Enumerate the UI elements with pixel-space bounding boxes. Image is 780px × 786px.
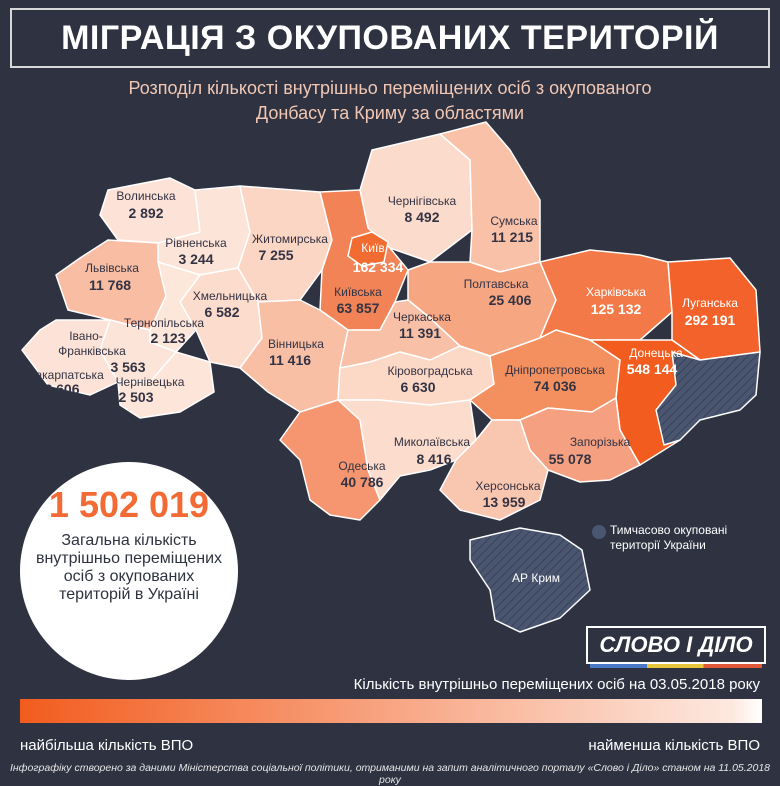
page-title: МІГРАЦІЯ З ОКУПОВАНИХ ТЕРИТОРІЙ bbox=[10, 8, 770, 68]
label-volynska: Волинська bbox=[116, 189, 176, 203]
region-kyiv[interactable] bbox=[347, 231, 389, 267]
subtitle-line-2: Донбасу та Криму за областями bbox=[255, 103, 525, 123]
occupied-donbas bbox=[655, 351, 761, 446]
label-zakarpatska: Закарпатська bbox=[28, 368, 104, 382]
label-ivano-frankivska-2: Франківська bbox=[58, 344, 126, 358]
value-vinnytska: 11 416 bbox=[269, 352, 311, 368]
label-luhanska: Луганська bbox=[682, 296, 738, 310]
value-kharkivska: 125 132 bbox=[591, 301, 642, 317]
value-odeska: 40 786 bbox=[341, 474, 384, 490]
value-sumska: 11 215 bbox=[491, 229, 533, 245]
value-zaporizka: 55 078 bbox=[549, 451, 592, 467]
occupied-legend-label: Тимчасово окуповані території України bbox=[610, 523, 728, 552]
value-lvivska: 11 768 bbox=[89, 277, 131, 293]
value-ternopilska: 2 123 bbox=[150, 330, 185, 346]
label-zaporizka: Запорізька bbox=[570, 435, 631, 449]
label-zhytomyrska: Житомирська bbox=[252, 232, 328, 246]
value-chernihivska: 8 492 bbox=[404, 209, 439, 225]
footer-note: Інфографіку створено за даними Міністерс… bbox=[9, 762, 771, 786]
color-scale-bar bbox=[20, 699, 762, 723]
value-dnipropetrovska: 74 036 bbox=[534, 378, 577, 394]
value-donetska: 548 144 bbox=[627, 361, 678, 377]
region-zakarpatska[interactable] bbox=[21, 319, 119, 396]
occupied-legend-icon bbox=[592, 525, 606, 539]
label-kharkivska: Харківська bbox=[586, 285, 646, 299]
value-khmelnytska: 6 582 bbox=[204, 304, 239, 320]
brand-logo: СЛОВО І ДІЛО bbox=[586, 626, 766, 664]
value-chernivetska: 2 503 bbox=[118, 389, 153, 405]
scale-min-label: найменша кількість ВПО bbox=[588, 737, 760, 754]
label-kyiv: Київ bbox=[361, 241, 384, 255]
value-kyiv: 162 334 bbox=[353, 259, 404, 275]
label-khmelnytska: Хмельницька bbox=[193, 289, 268, 303]
brand-color-bar bbox=[590, 664, 762, 668]
region-crimea[interactable] bbox=[469, 527, 591, 633]
value-kyivska: 63 857 bbox=[337, 300, 380, 316]
label-ivano-frankivska-1: Івано- bbox=[69, 329, 103, 343]
region-khersonska[interactable] bbox=[439, 419, 549, 521]
value-khersonska: 13 959 bbox=[483, 494, 526, 510]
label-rivnenska: Рівненська bbox=[165, 236, 227, 250]
value-ivano-frankivska: 3 563 bbox=[110, 359, 145, 375]
value-zhytomyrska: 7 255 bbox=[258, 247, 293, 263]
region-chernivetska[interactable] bbox=[117, 351, 215, 419]
value-volynska: 2 892 bbox=[128, 205, 163, 221]
region-mykolaivska[interactable] bbox=[337, 399, 477, 501]
label-cherkaska: Черкаська bbox=[393, 310, 451, 324]
value-cherkaska: 11 391 bbox=[399, 325, 441, 341]
total-description: Загальна кількість внутрішньо переміщени… bbox=[35, 532, 223, 603]
label-odeska: Одеська bbox=[338, 459, 386, 473]
subtitle: Розподіл кількості внутрішньо переміщени… bbox=[60, 76, 720, 126]
label-mykolaivska: Миколаївська bbox=[394, 435, 471, 449]
label-chernihivska: Чернігівська bbox=[388, 194, 457, 208]
value-mykolaivska: 8 416 bbox=[416, 451, 451, 467]
label-ternopilska: Тернопільська bbox=[124, 316, 204, 330]
value-kirovohradska: 6 630 bbox=[400, 379, 435, 395]
label-poltavska: Полтавська bbox=[464, 277, 529, 291]
value-luhanska: 292 191 bbox=[685, 312, 736, 328]
total-value: 1 502 019 bbox=[48, 484, 210, 525]
value-rivnenska: 3 244 bbox=[178, 251, 213, 267]
label-vinnytska: Вінницька bbox=[268, 337, 324, 351]
scale-title: Кількість внутрішньо переміщених осіб на… bbox=[353, 676, 760, 693]
scale-max-label: найбільша кількість ВПО bbox=[20, 737, 194, 754]
subtitle-line-1: Розподіл кількості внутрішньо переміщени… bbox=[128, 78, 652, 98]
region-labels: Волинська 2 892 Рівненська 3 244 Житомир… bbox=[28, 189, 738, 585]
label-crimea: АР Крим bbox=[512, 571, 560, 585]
value-zakarpatska: 3 606 bbox=[44, 381, 79, 397]
value-poltavska: 25 406 bbox=[489, 292, 532, 308]
label-lvivska: Львівська bbox=[85, 261, 139, 275]
label-khersonska: Херсонська bbox=[475, 479, 541, 493]
label-sumska: Сумська bbox=[490, 214, 538, 228]
label-chernivetska: Чернівецька bbox=[116, 375, 185, 389]
total-circle bbox=[20, 462, 238, 680]
label-kirovohradska: Кіровоградська bbox=[387, 364, 472, 378]
label-donetska: Донецька bbox=[629, 346, 683, 360]
label-kyivska: Київська bbox=[334, 285, 382, 299]
label-dnipropetrovska: Дніпропетровська bbox=[505, 363, 605, 377]
